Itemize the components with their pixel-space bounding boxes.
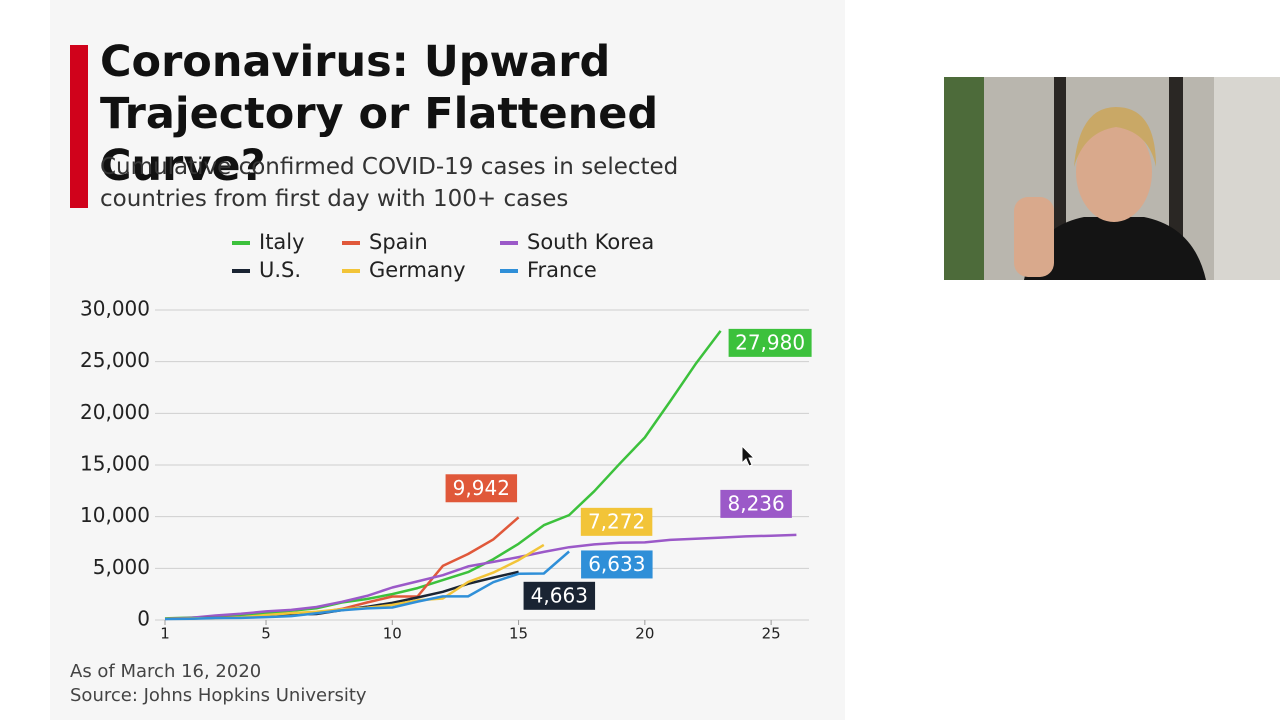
value-label: 8,236	[727, 491, 784, 515]
value-label: 27,980	[735, 330, 805, 354]
chart-title: Coronavirus: Upward Trajectory or Flatte…	[100, 37, 659, 191]
y-tick-label: 25,000	[80, 348, 150, 372]
x-tick-label: 10	[383, 625, 402, 643]
value-label-box	[728, 328, 812, 357]
series-line	[164, 550, 570, 621]
value-label-box	[445, 474, 518, 503]
value-label-box	[581, 550, 653, 579]
x-tick-label: 20	[635, 625, 654, 643]
legend-label: South Korea	[527, 230, 654, 254]
accent-bar	[70, 45, 88, 208]
x-tick-label: 1	[160, 625, 170, 643]
webcam-video	[944, 77, 1280, 280]
chart-panel	[50, 0, 845, 720]
legend-label: Spain	[369, 230, 428, 254]
value-label-box	[720, 489, 792, 518]
source: Source: Johns Hopkins University	[70, 685, 367, 706]
y-tick-label: 20,000	[80, 400, 150, 424]
x-tick-label: 15	[509, 625, 528, 643]
y-tick-label: 15,000	[80, 452, 150, 476]
y-tick-label: 0	[137, 607, 150, 631]
x-tick-label: 25	[762, 625, 781, 643]
series-line	[164, 543, 545, 620]
value-label: 4,663	[531, 583, 588, 607]
legend-label: France	[527, 258, 597, 282]
chart-subtitle: Cumulative confirmed COVID-19 cases in s…	[100, 154, 679, 212]
y-tick-label: 30,000	[80, 297, 150, 321]
y-tick-label: 5,000	[93, 555, 150, 579]
value-label-box	[580, 507, 653, 536]
value-label: 9,942	[453, 476, 510, 500]
legend-label: Italy	[259, 230, 305, 254]
value-label: 6,633	[588, 552, 645, 576]
x-tick-label: 5	[261, 625, 271, 643]
note: As of March 16, 2020	[70, 661, 261, 682]
series-line	[164, 533, 797, 621]
value-label: 7,272	[588, 509, 645, 533]
value-label-box	[523, 581, 596, 610]
series-line	[164, 330, 722, 620]
y-tick-label: 10,000	[80, 503, 150, 527]
legend-label: U.S.	[259, 258, 301, 282]
legend-label: Germany	[369, 258, 466, 282]
